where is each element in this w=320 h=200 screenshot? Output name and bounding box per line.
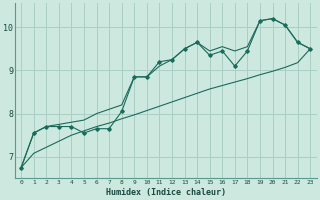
X-axis label: Humidex (Indice chaleur): Humidex (Indice chaleur) <box>106 188 226 197</box>
